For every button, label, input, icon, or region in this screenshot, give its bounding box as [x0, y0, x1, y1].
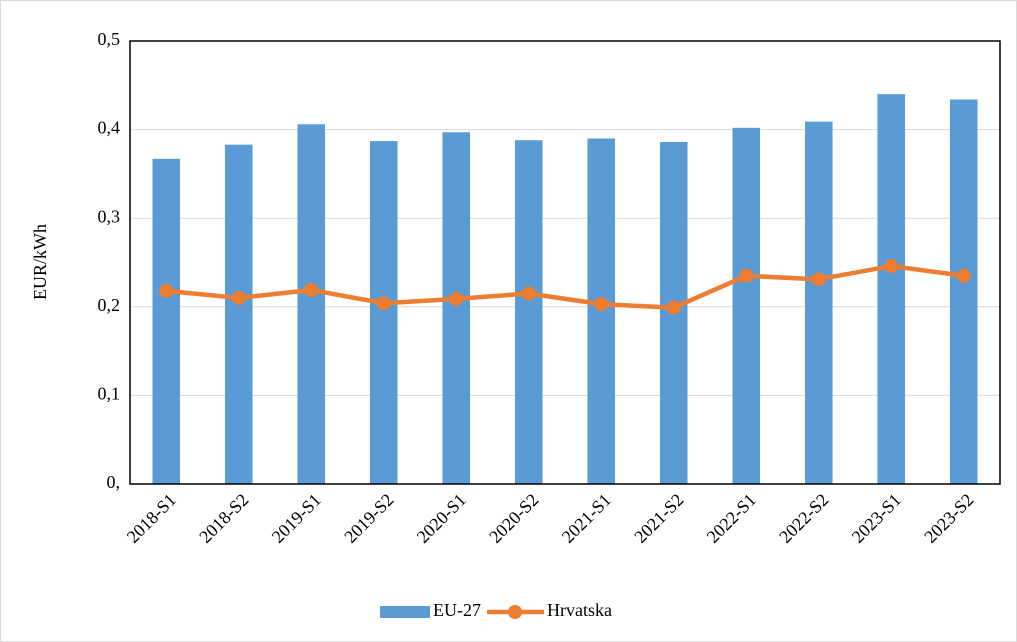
line-marker [811, 272, 826, 287]
line-marker [594, 297, 609, 312]
line-marker [231, 290, 246, 305]
y-tick-label: 0,2 [98, 295, 121, 315]
bar [442, 132, 471, 484]
plot-border [129, 40, 1001, 485]
y-tick-label: 0,3 [98, 206, 121, 226]
y-tick-label: 0,4 [98, 118, 121, 138]
line-marker [304, 282, 319, 297]
legend-swatch [380, 606, 430, 618]
line-marker [521, 286, 536, 301]
bar [224, 144, 253, 485]
line-marker [739, 268, 754, 283]
bar [949, 99, 978, 484]
bar [877, 94, 906, 484]
legend-label: EU-27 [433, 600, 481, 620]
bar [587, 138, 616, 484]
line-marker [159, 283, 174, 298]
bar [297, 124, 326, 484]
legend-label: Hrvatska [547, 600, 612, 620]
y-tick-label: 0,5 [98, 29, 121, 49]
y-axis-label: EUR/kWh [30, 224, 50, 300]
line-marker [376, 296, 391, 311]
line-marker [666, 300, 681, 315]
legend-marker [508, 605, 522, 619]
bar [514, 140, 543, 484]
bar [732, 127, 761, 484]
y-tick-label: 0, [107, 472, 121, 492]
bar [152, 158, 181, 484]
bar [369, 141, 398, 485]
bar [804, 121, 833, 484]
line-marker [449, 291, 464, 306]
line-marker [956, 268, 971, 283]
line [166, 263, 965, 310]
y-tick-label: 0,1 [98, 384, 121, 404]
line-marker [884, 259, 899, 274]
